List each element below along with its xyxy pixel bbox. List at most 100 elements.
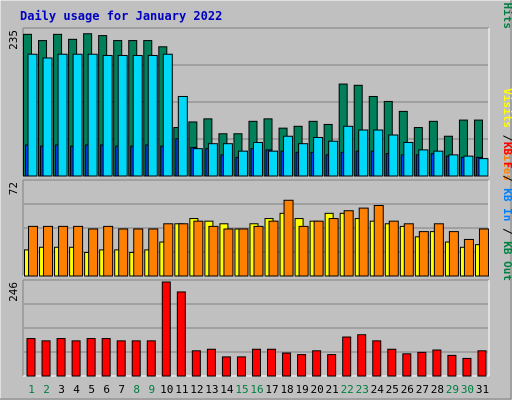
bar-kb-f-day-4	[71, 340, 81, 377]
bar-kb-f-day-10	[161, 281, 171, 377]
legend-part: KB Out	[501, 241, 512, 281]
x-tick-label: 13	[205, 383, 218, 396]
bar-sites-day-18	[283, 199, 294, 277]
bar-pages-day-21	[328, 140, 339, 177]
bar-pages-day-20	[313, 136, 324, 177]
y-max-label: 72	[7, 182, 20, 195]
bar-pages-day-5	[87, 53, 98, 177]
bar-pages-day-2	[42, 57, 53, 177]
bar-kb-f-day-22	[342, 336, 352, 377]
bar-pages-day-24	[373, 129, 384, 177]
bar-sites-day-30	[463, 238, 474, 277]
x-tick-label: 4	[73, 383, 80, 396]
legend-part: KB In	[501, 188, 512, 221]
bar-kb-f-day-9	[146, 340, 156, 377]
bar-kb-f-day-14	[221, 356, 231, 377]
x-tick-label: 12	[190, 383, 203, 396]
x-tick-label: 7	[118, 383, 125, 396]
legend-part: /	[501, 128, 512, 148]
bar-pages-day-3	[57, 53, 68, 177]
x-tick-label: 28	[431, 383, 444, 396]
panel-kbytes: 246 KB F / KB In / KB Out	[7, 142, 512, 377]
x-tick-label: 22	[341, 383, 354, 396]
x-tick-label: 21	[326, 383, 339, 396]
x-tick-label: 24	[371, 383, 385, 396]
bar-kb-f-day-19	[297, 354, 307, 377]
bar-sites-day-20	[313, 220, 324, 277]
x-tick-label: 30	[461, 383, 474, 396]
bar-sites-day-9	[148, 228, 159, 277]
bar-sites-day-19	[298, 225, 309, 277]
bar-sites-day-21	[328, 218, 339, 277]
x-tick-label: 1	[28, 383, 35, 396]
legend-part: /	[501, 168, 512, 188]
bar-sites-day-31	[478, 228, 489, 277]
bar-sites-day-12	[193, 220, 204, 277]
bar-kb-f-day-3	[56, 338, 66, 377]
legend-part: Hits	[501, 3, 512, 30]
panel-visits-sites: 72 Visits / Sites	[7, 88, 512, 277]
bar-sites-day-15	[238, 228, 249, 277]
bar-pages-day-23	[358, 129, 369, 177]
x-tick-label: 26	[401, 383, 414, 396]
bar-sites-day-25	[388, 220, 399, 277]
x-tick-label: 23	[356, 383, 369, 396]
bar-kb-f-day-23	[357, 334, 367, 377]
y-axis-legend: Visits / Sites	[501, 88, 512, 181]
legend-part: /	[501, 221, 512, 241]
bar-sites-day-3	[58, 225, 69, 277]
bar-kb-f-day-25	[387, 348, 397, 377]
y-max-label: 246	[7, 282, 20, 302]
bar-sites-day-8	[133, 228, 144, 277]
x-axis-day-labels: 1 2 3 4 5 6 7 8 9 10 11 12 13 14 15 16 17 18 19 20 21 22 23 24 2…	[28, 383, 489, 396]
bar-kb-f-day-16	[251, 348, 261, 377]
series-sites	[28, 199, 489, 277]
bar-kb-f-day-8	[131, 340, 141, 377]
bar-sites-day-16	[253, 225, 264, 277]
x-tick-label: 8	[133, 383, 140, 396]
bar-sites-day-5	[88, 228, 99, 277]
bar-sites-day-26	[403, 223, 414, 277]
bar-pages-day-16	[252, 141, 263, 177]
bar-kb-f-day-7	[116, 340, 126, 377]
bar-sites-day-17	[268, 220, 279, 277]
bar-sites-day-13	[208, 225, 219, 277]
bar-pages-day-15	[237, 150, 248, 177]
x-tick-label: 18	[280, 383, 293, 396]
bar-kb-f-day-11	[176, 291, 186, 377]
bar-sites-day-28	[433, 223, 444, 277]
x-tick-label: 5	[88, 383, 95, 396]
x-tick-label: 17	[265, 383, 278, 396]
y-max-label: 235	[7, 30, 20, 50]
bar-kb-f-day-1	[26, 338, 36, 377]
legend-part: Sites	[501, 148, 512, 181]
x-tick-label: 31	[476, 383, 489, 396]
y-axis-legend: KB F / KB In / KB Out	[501, 142, 512, 281]
bar-sites-day-22	[343, 210, 354, 277]
bar-pages-day-4	[72, 53, 83, 177]
bar-kb-f-day-31	[477, 350, 487, 377]
x-tick-label: 29	[446, 383, 459, 396]
bar-kb-f-day-2	[41, 340, 51, 377]
x-tick-label: 2	[43, 383, 50, 396]
panel-hits-files-pages: 235 Pages / Files / Hits	[7, 0, 512, 177]
bar-kb-f-day-20	[312, 350, 322, 377]
bar-pages-day-26	[403, 141, 414, 177]
bar-kb-f-day-6	[101, 338, 111, 377]
bar-sites-day-6	[103, 225, 114, 277]
bar-kb-f-day-28	[432, 349, 442, 377]
legend-part: KB F	[501, 142, 512, 169]
bar-sites-day-23	[358, 207, 369, 277]
legend-part: Visits	[501, 88, 512, 128]
x-tick-label: 6	[103, 383, 110, 396]
bar-pages-day-1	[27, 53, 38, 177]
bar-pages-day-22	[343, 125, 354, 177]
bar-pages-day-30	[463, 155, 474, 177]
bar-sites-day-11	[178, 223, 189, 277]
bar-kb-f-day-15	[236, 356, 246, 377]
series-kb-f	[26, 281, 487, 377]
bar-kb-f-day-26	[402, 353, 412, 377]
bar-sites-day-14	[223, 228, 234, 277]
